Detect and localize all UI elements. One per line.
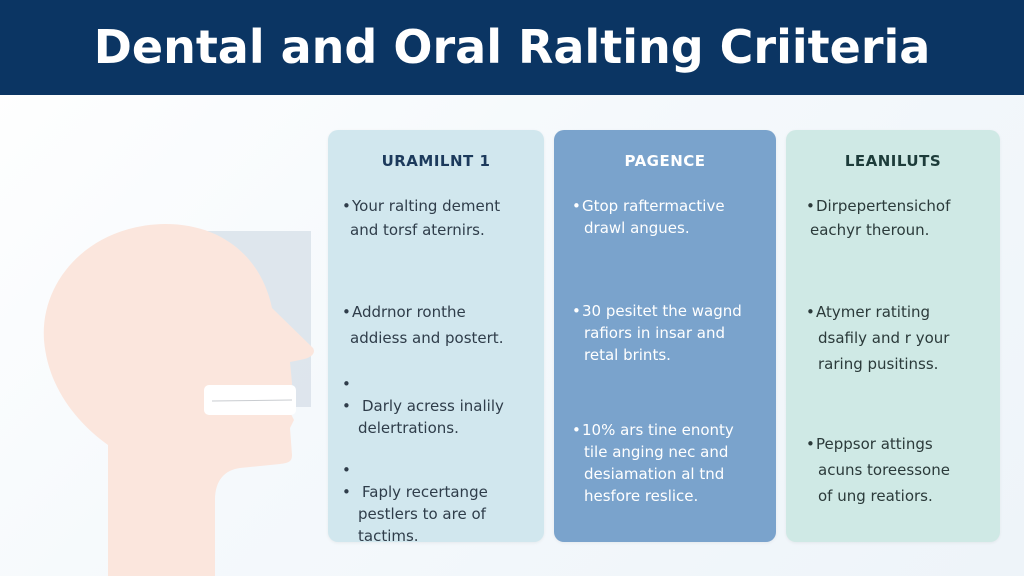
bullet-text: and torsf aternirs. — [350, 221, 485, 239]
bullet-icon: • — [342, 303, 351, 321]
list-item: •10% ars tine enonty tile anging nec and… — [572, 419, 734, 507]
bullet-text: Darly acress inalily — [362, 397, 504, 415]
bullet-text: 10% ars tine enonty — [582, 421, 734, 439]
bullet-text: Addrnor ronthe — [352, 303, 466, 321]
bullet-text: rafiors in insar and — [584, 324, 726, 342]
bullet-text: hesfore reslice. — [584, 487, 699, 505]
bullet-text: addiess and postert. — [350, 329, 504, 347]
bullet-text: acuns toreessone — [818, 461, 950, 479]
bullet-icon: • — [572, 421, 581, 439]
bullet-icon: • — [806, 303, 815, 321]
criteria-card-2: PAGENCE •Gtop raftermactive drawl angues… — [554, 130, 776, 542]
list-item: • • Darly acress inalily delertrations. — [342, 373, 504, 439]
head-profile-illustration — [0, 200, 330, 576]
list-item: •Your ralting dement and torsf aternirs. — [342, 195, 500, 241]
bullet-icon: • — [806, 435, 815, 453]
list-item: •Dirpepertensichof eachyr theroun. — [806, 195, 950, 241]
head-profile-icon — [43, 224, 314, 576]
bullet-text: 30 pesitet the wagnd — [582, 302, 742, 320]
bullet-text: Peppsor attings — [816, 435, 933, 453]
bullet-text: raring pusitinss. — [818, 355, 939, 373]
bullet-text: tile anging nec and — [584, 443, 729, 461]
bullet-text: pestlers to are of — [358, 505, 486, 523]
bullet-icon: • • — [342, 461, 351, 501]
bullet-text: dsafily and r your — [818, 329, 950, 347]
bullet-text: Atymer ratiting — [816, 303, 931, 321]
criteria-card-1: URAMILNT 1 •Your ralting dement and tors… — [328, 130, 544, 545]
card-title: URAMILNT 1 — [381, 152, 491, 170]
list-item: •Atymer ratiting dsafily and r your rari… — [806, 301, 949, 375]
bullet-text: of ung reatiors. — [818, 487, 933, 505]
bullet-text: retal brints. — [584, 346, 671, 364]
bullet-icon: • — [572, 197, 581, 215]
page-title: Dental and Oral Ralting Criiteria — [93, 19, 931, 74]
card-title: LEANILUTS — [844, 152, 942, 170]
bullet-text: delertrations. — [358, 419, 459, 437]
bullet-text: eachyr theroun. — [810, 221, 930, 239]
bullet-text: drawl angues. — [584, 219, 690, 237]
bullet-text: Gtop raftermactive — [582, 197, 725, 215]
bullet-icon: • — [572, 302, 581, 320]
bullet-text: Dirpepertensichof — [816, 197, 951, 215]
list-item: •Addrnor ronthe addiess and postert. — [342, 301, 503, 349]
list-item: •30 pesitet the wagnd rafiors in insar a… — [572, 300, 742, 366]
bullet-text: tactims. — [358, 527, 419, 545]
page-header: Dental and Oral Ralting Criiteria — [0, 0, 1024, 95]
list-item: •Peppsor attings acuns toreessone of ung… — [806, 433, 950, 507]
list-item: •Gtop raftermactive drawl angues. — [572, 195, 725, 239]
card-title: PAGENCE — [624, 152, 706, 170]
bullet-text: Faply recertange — [362, 483, 488, 501]
criteria-card-3: LEANILUTS •Dirpepertensichof eachyr ther… — [786, 130, 1000, 542]
bullet-icon: • — [342, 197, 351, 215]
bullet-text: desiamation al tnd — [584, 465, 725, 483]
bullet-text: Your ralting dement — [352, 197, 501, 215]
list-item: • • Faply recertange pestlers to are of t… — [342, 459, 488, 547]
bullet-icon: • • — [342, 375, 351, 415]
bullet-icon: • — [806, 197, 815, 215]
